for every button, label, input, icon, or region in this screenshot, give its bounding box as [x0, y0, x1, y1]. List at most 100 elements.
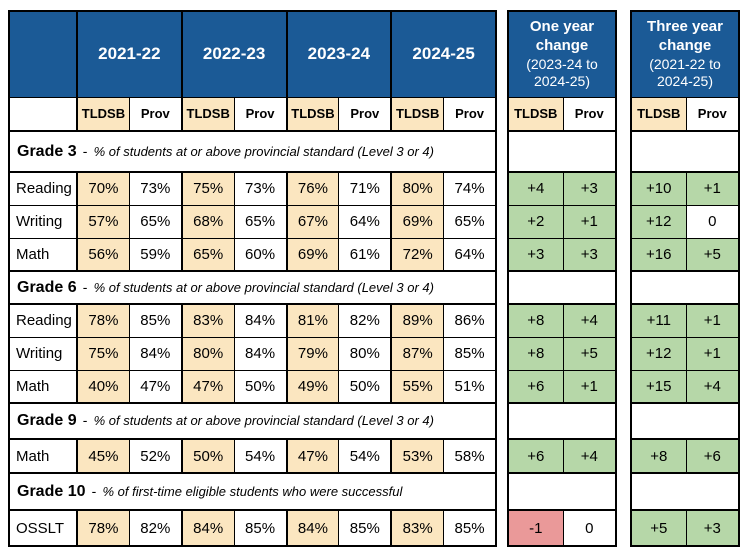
- score-cell: 75%: [75, 336, 130, 371]
- change-cell: +1: [685, 303, 740, 338]
- score-cell: 69%: [285, 237, 340, 272]
- score-cell: 84%: [233, 303, 288, 338]
- grade-description: % of students at or above provincial sta…: [93, 279, 434, 295]
- section-header-grade-3: Grade 3 - % of students at or above prov…: [8, 130, 497, 173]
- table-row: +3 +3: [507, 237, 617, 272]
- score-cell: 87%: [390, 336, 445, 371]
- table-row: Reading 78% 85% 83% 84% 81% 82% 89% 86%: [8, 303, 497, 338]
- score-cell: 50%: [338, 369, 392, 404]
- table-row: +5 +3: [630, 509, 740, 547]
- change-cell-negative: -1: [507, 509, 564, 547]
- change-cell: +12: [630, 204, 687, 239]
- col-header-prov: Prov: [338, 96, 392, 132]
- col-header-tldsb: TLDSB: [507, 96, 564, 132]
- score-cell: 47%: [128, 369, 183, 404]
- change-cell: +1: [685, 171, 740, 206]
- score-cell: 47%: [180, 369, 235, 404]
- score-cell: 55%: [390, 369, 445, 404]
- score-cell: 81%: [285, 303, 340, 338]
- table-row: Math 45% 52% 50% 54% 47% 54% 53% 58%: [8, 438, 497, 474]
- grade-title: Grade 6: [17, 278, 77, 296]
- score-cell: 83%: [390, 509, 445, 547]
- change-cell-zero: 0: [685, 204, 740, 239]
- score-cell: 65%: [443, 204, 497, 239]
- blank-subheader-cell: [8, 96, 78, 132]
- table-row: +15 +4: [630, 369, 740, 404]
- col-header-prov: Prov: [685, 96, 740, 132]
- change-cell: +11: [630, 303, 687, 338]
- score-cell: 61%: [338, 237, 392, 272]
- change-cell: +1: [562, 369, 617, 404]
- score-cell: 50%: [180, 438, 235, 474]
- change-cell: +8: [507, 303, 564, 338]
- col-header-prov: Prov: [233, 96, 288, 132]
- change-cell: +8: [630, 438, 687, 474]
- change-cell: +5: [685, 237, 740, 272]
- row-label: Math: [8, 237, 78, 272]
- section-header-grade-9: Grade 9 - % of students at or above prov…: [8, 402, 497, 440]
- score-cell: 84%: [233, 336, 288, 371]
- table-row: Math 56% 59% 65% 60% 69% 61% 72% 64%: [8, 237, 497, 272]
- table-row: Reading 70% 73% 75% 73% 76% 71% 80% 74%: [8, 171, 497, 206]
- col-header-tldsb: TLDSB: [390, 96, 445, 132]
- score-cell: 75%: [180, 171, 235, 206]
- blank-section-cell: [507, 130, 617, 173]
- score-cell: 78%: [75, 509, 130, 547]
- score-cell: 72%: [390, 237, 445, 272]
- change-cell: +3: [685, 509, 740, 547]
- score-cell: 84%: [180, 509, 235, 547]
- one-year-change-table: One year change (2023-24 to 2024-25) TLD…: [507, 10, 617, 547]
- score-cell: 53%: [390, 438, 445, 474]
- col-header-prov: Prov: [443, 96, 497, 132]
- table-row: +12 +1: [630, 336, 740, 371]
- year-header-2024-25: 2024-25: [390, 10, 497, 98]
- section-header-grade-10: Grade 10 - % of first-time eligible stud…: [8, 472, 497, 511]
- change-cell: +12: [630, 336, 687, 371]
- row-label: Reading: [8, 303, 78, 338]
- score-cell: 82%: [338, 303, 392, 338]
- change-cell: +3: [562, 171, 617, 206]
- table-row: +10 +1: [630, 171, 740, 206]
- change-cell: +5: [562, 336, 617, 371]
- change-cell-zero: 0: [562, 509, 617, 547]
- score-cell: 84%: [128, 336, 183, 371]
- blank-section-cell: [630, 472, 740, 511]
- change-cell: +1: [562, 204, 617, 239]
- change-cell: +15: [630, 369, 687, 404]
- blank-section-cell: [507, 402, 617, 440]
- change-cell: +6: [507, 369, 564, 404]
- col-header-prov: Prov: [128, 96, 183, 132]
- row-label: OSSLT: [8, 509, 78, 547]
- score-cell: 71%: [338, 171, 392, 206]
- change-cell: +3: [507, 237, 564, 272]
- grade-description: % of students at or above provincial sta…: [93, 143, 434, 159]
- results-table: 2021-22 2022-23 2023-24 2024-25 TLDSB Pr…: [8, 10, 497, 547]
- col-header-tldsb: TLDSB: [75, 96, 130, 132]
- change-cell: +10: [630, 171, 687, 206]
- table-row: Writing 75% 84% 80% 84% 79% 80% 87% 85%: [8, 336, 497, 371]
- change-cell: +1: [685, 336, 740, 371]
- table-row: +11 +1: [630, 303, 740, 338]
- score-cell: 80%: [338, 336, 392, 371]
- change-cell: +4: [685, 369, 740, 404]
- score-cell: 54%: [338, 438, 392, 474]
- change-cell: +3: [562, 237, 617, 272]
- blank-section-cell: [630, 402, 740, 440]
- score-cell: 85%: [338, 509, 392, 547]
- score-cell: 54%: [233, 438, 288, 474]
- score-cell: 64%: [443, 237, 497, 272]
- row-label: Writing: [8, 336, 78, 371]
- grade-title: Grade 3: [17, 142, 77, 160]
- table-row: +8 +4: [507, 303, 617, 338]
- score-cell: 79%: [285, 336, 340, 371]
- score-cell: 64%: [338, 204, 392, 239]
- score-cell: 84%: [285, 509, 340, 547]
- change-cell: +4: [507, 171, 564, 206]
- change-table-title: One year change: [529, 18, 595, 54]
- score-cell: 52%: [128, 438, 183, 474]
- row-label: Writing: [8, 204, 78, 239]
- score-cell: 50%: [233, 369, 288, 404]
- table-row: +4 +3: [507, 171, 617, 206]
- row-label: Reading: [8, 171, 78, 206]
